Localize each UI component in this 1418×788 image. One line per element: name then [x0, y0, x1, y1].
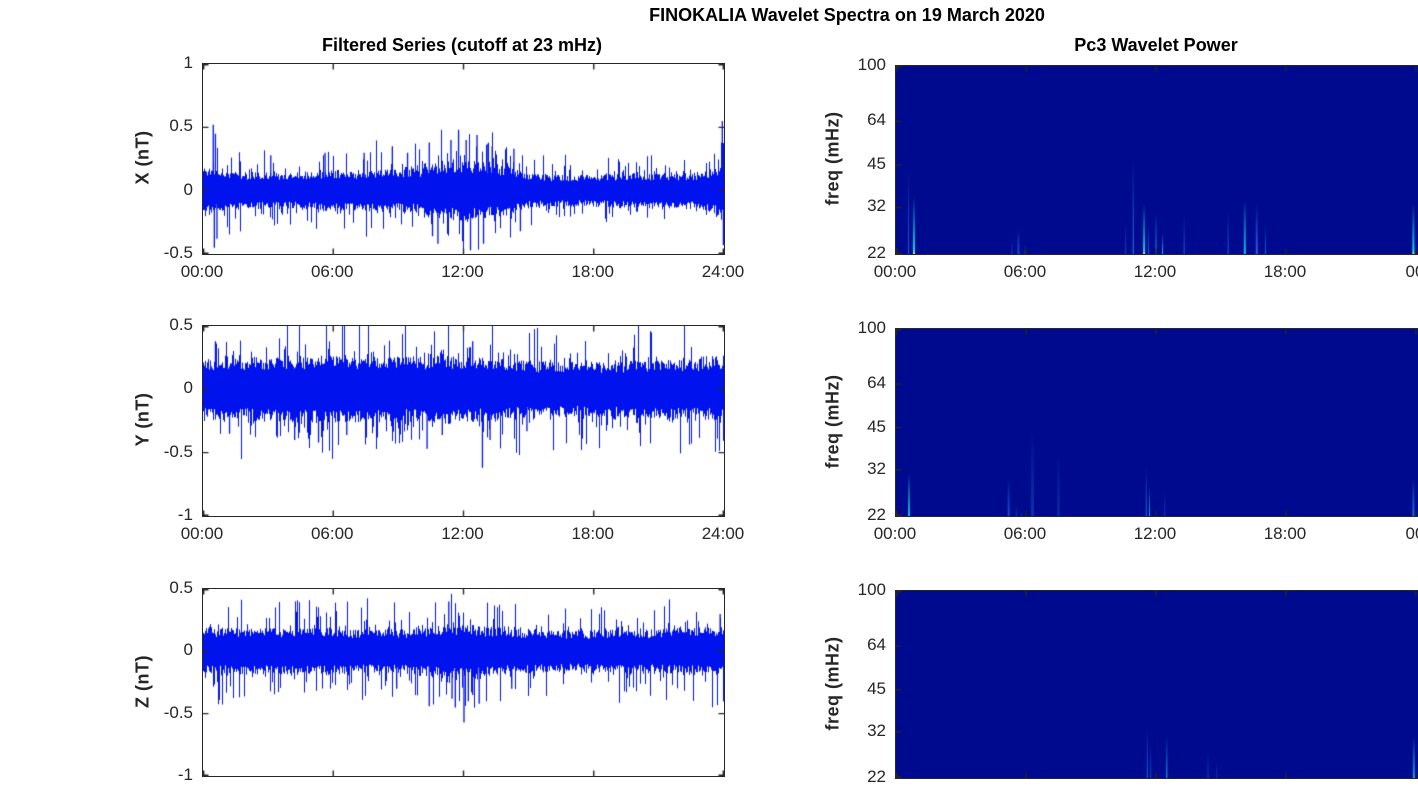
plot-z-wavelet-power: [895, 590, 1418, 779]
tick-label: 45: [867, 416, 886, 436]
plot-z-filtered-series: [202, 588, 725, 777]
tick-label: 12:00: [441, 262, 484, 281]
tick-label: 0.5: [169, 578, 193, 597]
tick-label: 32: [867, 458, 886, 478]
tick-label: 100: [857, 580, 886, 599]
tick-label: 45: [867, 154, 886, 174]
plot-x-filtered-series: [202, 63, 725, 255]
tick-label: 00:00: [180, 262, 224, 281]
tick-label: 64: [867, 110, 886, 130]
tick-label: 100: [857, 55, 886, 74]
plot-y-canvas: [203, 326, 724, 516]
tick-label: 32: [867, 196, 886, 216]
tick-label: 1: [183, 53, 193, 72]
tick-label: 06:00: [310, 262, 354, 281]
tick-label: 22: [867, 243, 886, 262]
plot-y-wavelet-power: [895, 328, 1418, 517]
figure-title: FINOKALIA Wavelet Spectra on 19 March 20…: [649, 5, 1045, 25]
tick-label: 00: [1405, 524, 1418, 543]
tick-label: 06:00: [1003, 524, 1047, 543]
tick-label: 18:00: [1263, 262, 1307, 281]
tick-label: -0.5: [163, 441, 193, 461]
tick-label: -0.5: [163, 702, 193, 722]
tick-label: 32: [867, 720, 886, 740]
tick-label: 00:00: [180, 524, 224, 543]
tick-label: 24:00: [701, 524, 745, 543]
tick-label: 100: [857, 318, 886, 337]
tick-label: 00:00: [873, 262, 917, 281]
tick-label: 22: [867, 505, 886, 524]
tick-label: 18:00: [571, 524, 615, 543]
right-column-title: Pc3 Wavelet Power: [1074, 35, 1238, 55]
tick-label: 12:00: [441, 524, 484, 543]
tick-label: 45: [867, 678, 886, 698]
tick-label: -0.5: [163, 243, 193, 262]
tick-label: -1: [177, 765, 193, 784]
tick-label: 64: [867, 373, 886, 393]
tick-label: 18:00: [571, 262, 615, 281]
tick-label: 0: [183, 378, 193, 398]
x-axis-ylabel: X (nT): [132, 130, 153, 185]
plot-x-canvas: [203, 64, 724, 254]
tick-label: 18:00: [1263, 524, 1307, 543]
tick-label: 00:00: [873, 524, 917, 543]
tick-label: 12:00: [1133, 262, 1177, 281]
tick-label: 24:00: [701, 262, 745, 281]
plot-z-canvas: [203, 589, 724, 776]
tick-label: 22: [867, 767, 886, 786]
wavelet-y-canvas: [896, 329, 1418, 516]
tick-label: 0: [183, 640, 193, 660]
plot-y-filtered-series: [202, 325, 725, 517]
tick-label: 12:00: [1133, 524, 1177, 543]
tick-label: 64: [867, 635, 886, 655]
tick-label: 0.5: [169, 315, 193, 334]
left-column-title: Filtered Series (cutoff at 23 mHz): [321, 35, 603, 55]
tick-label: 06:00: [310, 524, 354, 543]
tick-label: 00: [1405, 262, 1418, 281]
z-axis-ylabel: Z (nT): [132, 655, 153, 708]
tick-label: 0: [183, 179, 193, 199]
plot-x-wavelet-power: [895, 65, 1418, 255]
tick-label: 06:00: [1003, 262, 1047, 281]
wavelet-z-canvas: [896, 591, 1418, 778]
wavelet-x-canvas: [896, 66, 1418, 254]
tick-label: 0.5: [169, 116, 193, 136]
y-axis-ylabel: Y (nT): [132, 392, 153, 447]
tick-label: -1: [177, 505, 193, 524]
